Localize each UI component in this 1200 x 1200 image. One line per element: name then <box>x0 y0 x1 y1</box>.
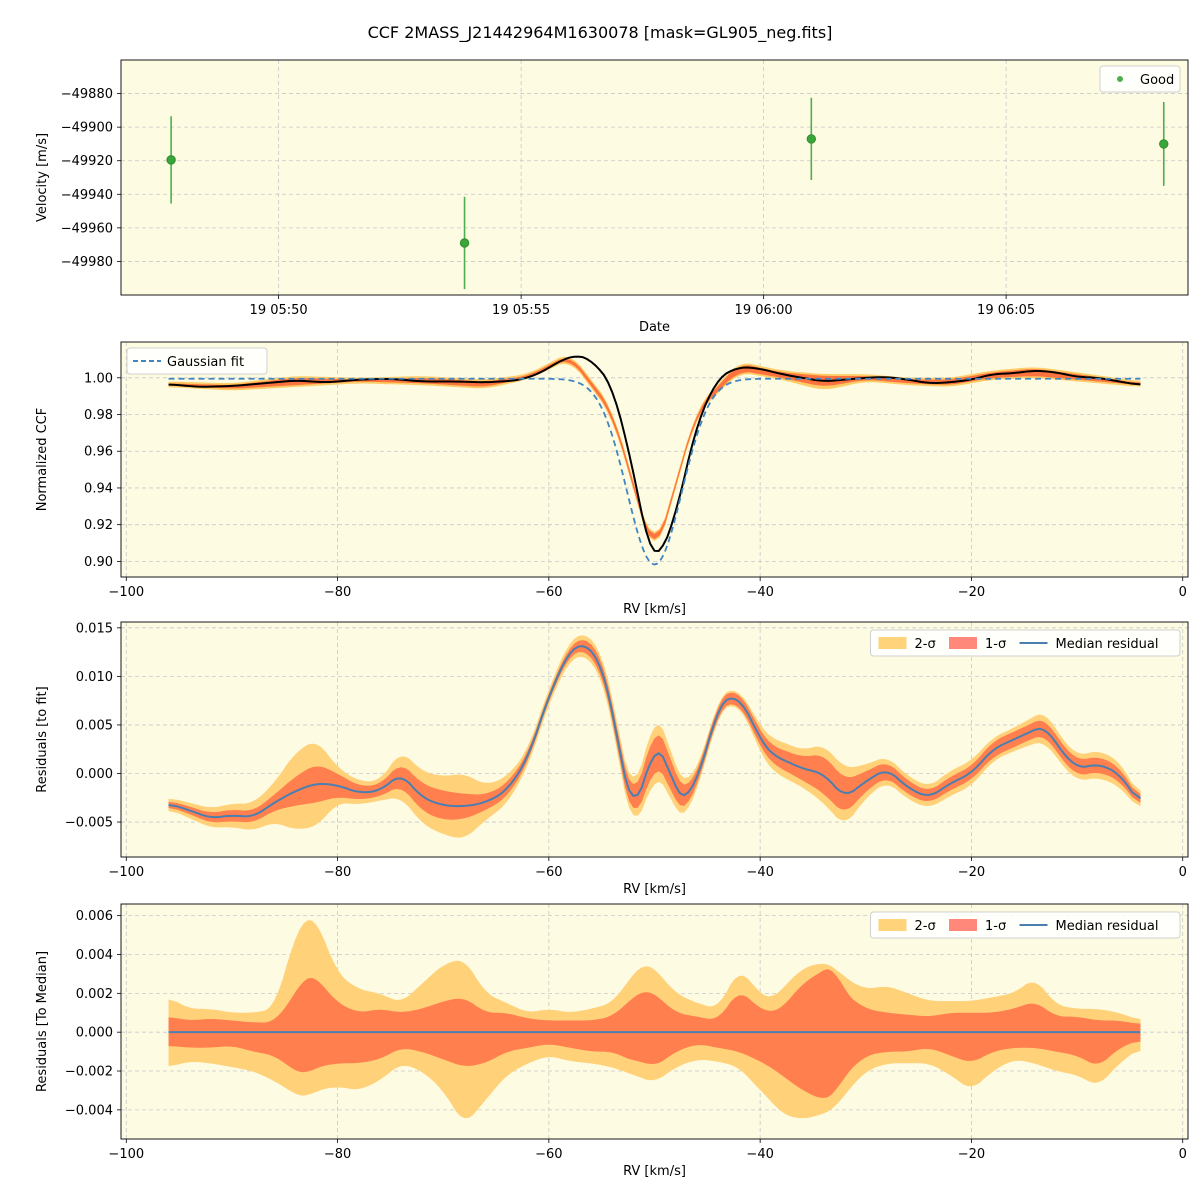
x-tick-label: 0 <box>1179 1147 1187 1162</box>
y-tick-label: −49980 <box>61 255 113 270</box>
y-tick-label: −49880 <box>61 87 113 102</box>
x-tick-label: −20 <box>958 585 985 600</box>
x-tick-label: 19 05:55 <box>492 303 550 318</box>
plot-frame <box>120 621 1189 858</box>
plot-content <box>168 635 1142 838</box>
plot-frame <box>120 341 1189 578</box>
y-tick-label: −0.002 <box>65 1065 113 1080</box>
data-point <box>1159 139 1169 149</box>
data-point <box>166 155 176 165</box>
y-tick-label: 0.94 <box>84 481 113 496</box>
x-axis-label: Date <box>639 320 670 335</box>
plot-frame <box>120 59 1189 296</box>
y-tick-label: 1.00 <box>84 371 113 386</box>
ccf-line <box>168 355 1141 553</box>
plot-area <box>121 60 1188 295</box>
x-tick-label: −40 <box>746 865 773 880</box>
y-tick-label: 0.002 <box>76 987 113 1002</box>
legend-label: Good <box>1140 73 1174 88</box>
x-tick-label: −20 <box>958 1147 985 1162</box>
legend-label: Median residual <box>1056 637 1159 652</box>
x-tick-label: −60 <box>535 585 562 600</box>
x-tick-label: 19 06:05 <box>977 303 1035 318</box>
y-axis-label: Residuals [To Median] <box>35 951 50 1092</box>
x-tick-label: −100 <box>108 1147 144 1162</box>
x-tick-label: −40 <box>746 585 773 600</box>
plot-content <box>168 355 1141 566</box>
panel-2: −100 −80 −60 −40 −20 0 0.90 0.92 0.94 0.96 0.98 1.0… <box>35 341 1189 617</box>
one-sigma-band <box>168 969 1141 1099</box>
figure-title: CCF 2MASS_J21442964M1630078 [mask=GL905_… <box>368 23 833 43</box>
legend-box <box>1099 65 1181 93</box>
y-tick-label: −49920 <box>61 154 113 169</box>
plot-frame <box>120 903 1189 1140</box>
x-tick-label: 0 <box>1179 585 1187 600</box>
legend-label: Gaussian fit <box>167 355 244 370</box>
x-tick-label: −20 <box>958 865 985 880</box>
x-tick-label: −80 <box>324 1147 351 1162</box>
y-tick-label: 0.004 <box>76 948 113 963</box>
y-tick-label: 0.005 <box>76 718 113 733</box>
plot-content <box>168 920 1141 1119</box>
x-tick-label: 19 05:50 <box>250 303 308 318</box>
y-tick-label: −49940 <box>61 188 113 203</box>
y-tick-label: 0.010 <box>76 670 113 685</box>
y-tick-label: 0.98 <box>84 408 113 423</box>
y-axis-label: Residuals [to fit] <box>35 686 50 792</box>
x-tick-label: −40 <box>746 1147 773 1162</box>
x-tick-label: −80 <box>324 585 351 600</box>
x-tick-label: −100 <box>108 585 144 600</box>
data-point <box>459 238 470 248</box>
y-tick-label: −49900 <box>61 121 113 136</box>
legend-label: 1-σ <box>985 919 1006 934</box>
y-tick-label: 0.015 <box>76 621 113 636</box>
x-axis-label: RV [km/s] <box>623 882 686 897</box>
y-tick-label: 0.000 <box>76 1026 113 1041</box>
panel-4: −100 −80 −60 −40 −20 0 −0.004 −0.002 0.000 0.002 0… <box>35 903 1189 1179</box>
chart-panels: 19 05:50 19 05:55 19 06:00 19 06:05 −49980 −4… <box>35 59 1189 1179</box>
sigma-band <box>168 358 1141 540</box>
legend-label: 2-σ <box>915 919 936 934</box>
x-tick-label: 19 06:00 <box>735 303 793 318</box>
x-tick-label: −80 <box>324 865 351 880</box>
panel-1: 19 05:50 19 05:55 19 06:00 19 06:05 −49980 −4… <box>35 59 1189 335</box>
data-point <box>806 134 817 144</box>
y-tick-label: −49960 <box>61 221 113 236</box>
y-axis-label: Normalized CCF <box>35 408 50 512</box>
x-axis-label: RV [km/s] <box>623 602 686 617</box>
legend-swatch <box>1117 76 1123 82</box>
legend-box <box>126 347 268 375</box>
y-tick-label: 0.000 <box>76 767 113 782</box>
y-tick-label: −0.004 <box>65 1103 113 1118</box>
legend-label: Median residual <box>1056 919 1159 934</box>
gaussian-fit-line <box>168 377 1141 566</box>
x-tick-label: −60 <box>535 865 562 880</box>
legend-label: 1-σ <box>985 637 1006 652</box>
y-tick-label: 0.90 <box>84 555 113 570</box>
y-tick-label: 0.96 <box>84 445 113 460</box>
plot-content <box>166 97 1169 290</box>
y-tick-label: −0.005 <box>65 816 113 831</box>
y-tick-label: 0.006 <box>76 909 113 924</box>
median-residual-line <box>168 645 1142 819</box>
legend-label: 2-σ <box>915 637 936 652</box>
legend-swatch <box>949 919 977 931</box>
legend-swatch <box>878 919 907 931</box>
one-sigma-band <box>168 640 1141 823</box>
y-tick-label: 0.92 <box>84 518 113 533</box>
panel-3: −100 −80 −60 −40 −20 0 −0.005 0.000 0.005 0.010 0.… <box>35 621 1189 897</box>
x-axis-label: RV [km/s] <box>623 1164 686 1179</box>
legend-swatch <box>949 637 977 649</box>
x-tick-label: −100 <box>108 865 144 880</box>
legend-swatch <box>878 637 907 649</box>
x-tick-label: −60 <box>535 1147 562 1162</box>
x-tick-label: 0 <box>1179 865 1187 880</box>
y-axis-label: Velocity [m/s] <box>35 133 50 222</box>
